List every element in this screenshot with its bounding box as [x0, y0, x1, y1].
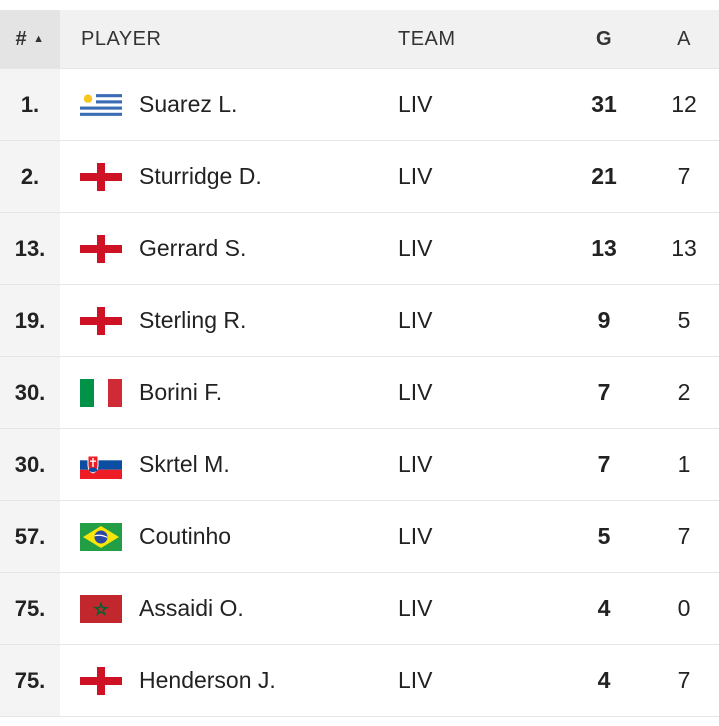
assists-value: 0 [677, 595, 691, 621]
player-stats-table: # ▲ PLAYER TEAM G A 1. Suarez L. LIV 31 12 2.… [0, 10, 719, 717]
table-row[interactable]: 75. Assaidi O. LIV 4 0 [0, 573, 719, 645]
table-body: 1. Suarez L. LIV 31 12 2. Sturridge D. LIV 21 7 13… [0, 69, 719, 717]
team-link[interactable]: LIV [398, 91, 433, 117]
assists-value: 2 [677, 379, 691, 405]
rank-cell: 2. [0, 141, 60, 212]
goals-value: 9 [597, 307, 611, 333]
player-column-header[interactable]: PLAYER [81, 27, 162, 50]
goals-column-header[interactable]: G [595, 27, 613, 50]
assists-value: 12 [671, 91, 697, 117]
assists-value: 1 [677, 451, 691, 477]
table-row[interactable]: 75. Henderson J. LIV 4 7 [0, 645, 719, 717]
assists-column-header[interactable]: A [677, 27, 691, 50]
uruguay-flag-icon [80, 91, 122, 119]
team-link[interactable]: LIV [398, 307, 433, 333]
rank-cell: 1. [0, 69, 60, 140]
table-row[interactable]: 13. Gerrard S. LIV 13 13 [0, 213, 719, 285]
england-flag-icon [80, 235, 122, 263]
slovakia-flag-icon [80, 451, 122, 479]
team-link[interactable]: LIV [398, 235, 433, 261]
team-link[interactable]: LIV [398, 451, 433, 477]
table-header: # ▲ PLAYER TEAM G A [0, 10, 719, 69]
player-name-link[interactable]: Sterling R. [139, 307, 247, 333]
rank-cell: 75. [0, 573, 60, 644]
table-row[interactable]: 19. Sterling R. LIV 9 5 [0, 285, 719, 357]
table-row[interactable]: 2. Sturridge D. LIV 21 7 [0, 141, 719, 213]
italy-flag-icon [80, 379, 122, 407]
player-name-link[interactable]: Skrtel M. [139, 451, 230, 477]
rank-cell: 30. [0, 357, 60, 428]
assists-value: 5 [677, 307, 691, 333]
assists-value: 13 [671, 235, 697, 261]
rank-cell: 30. [0, 429, 60, 500]
england-flag-icon [80, 307, 122, 335]
team-link[interactable]: LIV [398, 667, 433, 693]
rank-header-label: # [15, 27, 28, 50]
player-name-link[interactable]: Coutinho [139, 523, 232, 549]
team-link[interactable]: LIV [398, 163, 433, 189]
assists-value: 7 [677, 523, 691, 549]
team-column-header[interactable]: TEAM [398, 27, 456, 50]
goals-value: 13 [591, 235, 617, 261]
england-flag-icon [80, 667, 122, 695]
assists-value: 7 [677, 667, 691, 693]
morocco-flag-icon [80, 595, 122, 623]
player-name-link[interactable]: Assaidi O. [139, 595, 244, 621]
rank-column-header[interactable]: # ▲ [0, 10, 60, 68]
table-row[interactable]: 57. Coutinho LIV 5 7 [0, 501, 719, 573]
team-link[interactable]: LIV [398, 523, 433, 549]
sort-ascending-icon: ▲ [33, 33, 45, 45]
goals-value: 7 [597, 379, 611, 405]
table-row[interactable]: 1. Suarez L. LIV 31 12 [0, 69, 719, 141]
rank-cell: 19. [0, 285, 60, 356]
goals-value: 4 [597, 595, 611, 621]
goals-value: 4 [597, 667, 611, 693]
table-row[interactable]: 30. Borini F. LIV 7 2 [0, 357, 719, 429]
player-name-link[interactable]: Sturridge D. [139, 163, 262, 189]
goals-value: 7 [597, 451, 611, 477]
player-name-link[interactable]: Henderson J. [139, 667, 276, 693]
england-flag-icon [80, 163, 122, 191]
rank-cell: 13. [0, 213, 60, 284]
table-row[interactable]: 30. Skrtel M. LIV 7 1 [0, 429, 719, 501]
rank-cell: 75. [0, 645, 60, 716]
team-link[interactable]: LIV [398, 595, 433, 621]
assists-value: 7 [677, 163, 691, 189]
player-name-link[interactable]: Suarez L. [139, 91, 238, 117]
rank-cell: 57. [0, 501, 60, 572]
goals-value: 5 [597, 523, 611, 549]
brazil-flag-icon [80, 523, 122, 551]
goals-value: 31 [591, 91, 617, 117]
player-name-link[interactable]: Borini F. [139, 379, 223, 405]
team-link[interactable]: LIV [398, 379, 433, 405]
goals-value: 21 [591, 163, 617, 189]
player-name-link[interactable]: Gerrard S. [139, 235, 247, 261]
